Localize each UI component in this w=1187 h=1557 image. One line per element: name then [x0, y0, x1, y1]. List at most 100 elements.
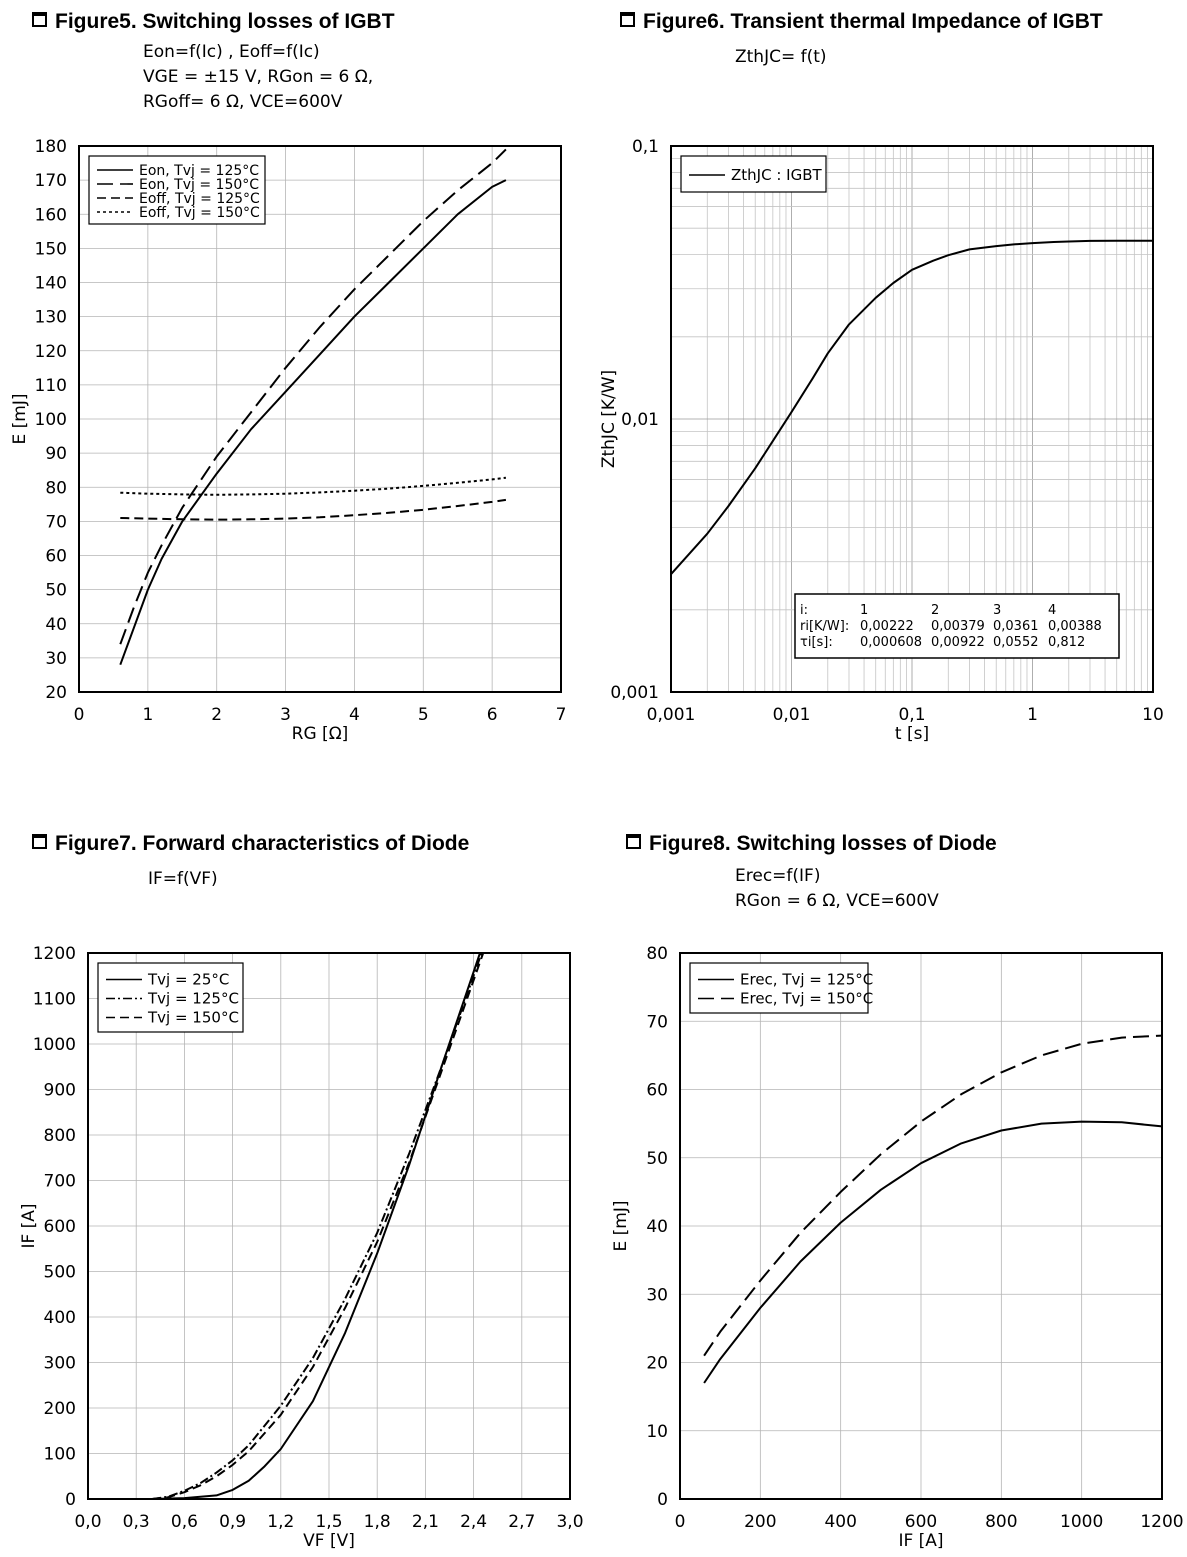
- y-tick-label: 80: [45, 478, 67, 498]
- parameter-cell: 0,812: [1048, 635, 1085, 650]
- x-tick-label: 2,7: [508, 1512, 535, 1532]
- x-tick-label: 0,1: [898, 705, 925, 725]
- figure6-title-text: Figure6. Transient thermal Impedance of …: [643, 10, 1103, 33]
- y-tick-label: 100: [35, 410, 67, 430]
- y-tick-label: 600: [44, 1217, 76, 1237]
- figure5-subtitle-1: Eon=f(Ic) , Eoff=f(Ic): [143, 42, 320, 62]
- legend-label: Eoff, Tvj = 125°C: [139, 191, 260, 207]
- y-tick-label: 50: [45, 581, 67, 601]
- parameter-cell: 0,00922: [931, 635, 985, 650]
- series-line-2: [119, 148, 507, 645]
- x-tick-label: 3,0: [556, 1512, 583, 1532]
- plot-frame: [679, 952, 1163, 1500]
- x-tick-label: 0: [675, 1512, 686, 1532]
- y-tick-label: 200: [44, 1399, 76, 1419]
- x-tick-label: 5: [418, 705, 429, 725]
- x-tick-label: 0,9: [219, 1512, 246, 1532]
- x-tick-label: 0,6: [171, 1512, 198, 1532]
- y-tick-label: 90: [45, 444, 67, 464]
- y-tick-label: 20: [45, 683, 67, 703]
- figure6-subtitle-1: ZthJC= f(t): [735, 47, 827, 67]
- figure7-title: Figure7. Forward characteristics of Diod…: [32, 832, 469, 856]
- x-tick-label: 3: [280, 705, 291, 725]
- y-tick-label: 100: [44, 1445, 76, 1465]
- y-axis-label: E [mJ]: [10, 394, 30, 445]
- x-axis-label: t [s]: [895, 724, 929, 744]
- x-tick-label: 7: [556, 705, 567, 725]
- x-tick-label: 200: [744, 1512, 776, 1532]
- legend-label: ZthJC : IGBT: [731, 166, 822, 184]
- y-tick-label: 1100: [33, 990, 76, 1010]
- parameter-cell: 0,0361: [993, 619, 1039, 634]
- parameter-cell: 4: [1048, 603, 1056, 618]
- series-line-1: [703, 1120, 1163, 1384]
- legend-label: Eon, Tvj = 150°C: [139, 177, 259, 193]
- y-tick-label: 60: [646, 1081, 668, 1101]
- x-axis-label: RG [Ω]: [292, 724, 349, 744]
- x-tick-label: 1: [1027, 705, 1038, 725]
- figure7-subtitle-1: IF=f(VF): [148, 869, 218, 889]
- series-line-1: [670, 239, 1153, 575]
- y-axis-label: IF [A]: [19, 1203, 39, 1248]
- series-line-2: [152, 952, 483, 1500]
- figure5-subtitle-3: RGoff= 6 Ω, VCE=600V: [143, 92, 343, 112]
- figure5-subtitle-2: VGE = ±15 V, RGon = 6 Ω,: [143, 67, 374, 87]
- x-axis-label: VF [V]: [303, 1531, 355, 1551]
- y-axis-label: E [mJ]: [611, 1201, 631, 1252]
- x-tick-label: 2,1: [412, 1512, 439, 1532]
- y-tick-label: 110: [35, 376, 67, 396]
- y-tick-label: 70: [646, 1012, 668, 1032]
- bullet-icon: [32, 12, 47, 27]
- y-axis-label: ZthJC [K/W]: [599, 370, 619, 468]
- x-tick-label: 1,2: [267, 1512, 294, 1532]
- x-tick-label: 4: [349, 705, 360, 725]
- x-tick-label: 0: [74, 705, 85, 725]
- figure6-title: Figure6. Transient thermal Impedance of …: [620, 10, 1103, 34]
- y-tick-label: 40: [45, 615, 67, 635]
- parameter-row-label: ri[K/W]:: [800, 619, 849, 634]
- x-tick-label: 1,8: [364, 1512, 391, 1532]
- x-tick-label: 2: [211, 705, 222, 725]
- x-tick-label: 0,001: [647, 705, 696, 725]
- y-tick-label: 20: [646, 1354, 668, 1374]
- parameter-row-label: i:: [800, 603, 808, 618]
- legend-box: [97, 962, 244, 1033]
- legend-label: Eon, Tvj = 125°C: [139, 163, 259, 179]
- y-tick-label: 0: [65, 1490, 76, 1510]
- y-tick-label: 0,1: [632, 137, 659, 157]
- y-tick-label: 1000: [33, 1035, 76, 1055]
- y-tick-label: 900: [44, 1081, 76, 1101]
- figure8-subtitle-1: Erec=f(IF): [735, 866, 821, 886]
- figure8-title-text: Figure8. Switching losses of Diode: [649, 832, 997, 855]
- x-tick-label: 1200: [1140, 1512, 1183, 1532]
- figure8-title: Figure8. Switching losses of Diode: [626, 832, 997, 856]
- parameter-cell: 0,00222: [860, 619, 914, 634]
- series-line-3: [120, 498, 507, 521]
- y-tick-label: 130: [35, 308, 67, 328]
- parameter-cell: 0,000608: [860, 635, 922, 650]
- x-tick-label: 600: [905, 1512, 937, 1532]
- x-tick-label: 1000: [1060, 1512, 1103, 1532]
- x-tick-label: 800: [985, 1512, 1017, 1532]
- y-tick-label: 400: [44, 1308, 76, 1328]
- plot-frame: [87, 952, 571, 1500]
- legend-label: Eoff, Tvj = 150°C: [139, 205, 260, 221]
- y-tick-label: 40: [646, 1217, 668, 1237]
- legend-label: Tvj = 150°C: [147, 1009, 239, 1027]
- figure5-title-text: Figure5. Switching losses of IGBT: [55, 10, 395, 33]
- series-line-4: [120, 476, 507, 496]
- parameter-table-box: [794, 593, 1120, 659]
- y-tick-label: 0,01: [621, 410, 659, 430]
- bullet-icon: [620, 12, 635, 27]
- y-tick-label: 70: [45, 512, 67, 532]
- figure5-title: Figure5. Switching losses of IGBT: [32, 10, 395, 34]
- y-tick-label: 0: [657, 1490, 668, 1510]
- y-tick-label: 120: [35, 342, 67, 362]
- x-tick-label: 10: [1142, 705, 1164, 725]
- parameter-cell: 0,00388: [1048, 619, 1102, 634]
- bullet-icon: [626, 834, 641, 849]
- y-tick-label: 170: [35, 171, 67, 191]
- y-tick-label: 0,001: [610, 683, 659, 703]
